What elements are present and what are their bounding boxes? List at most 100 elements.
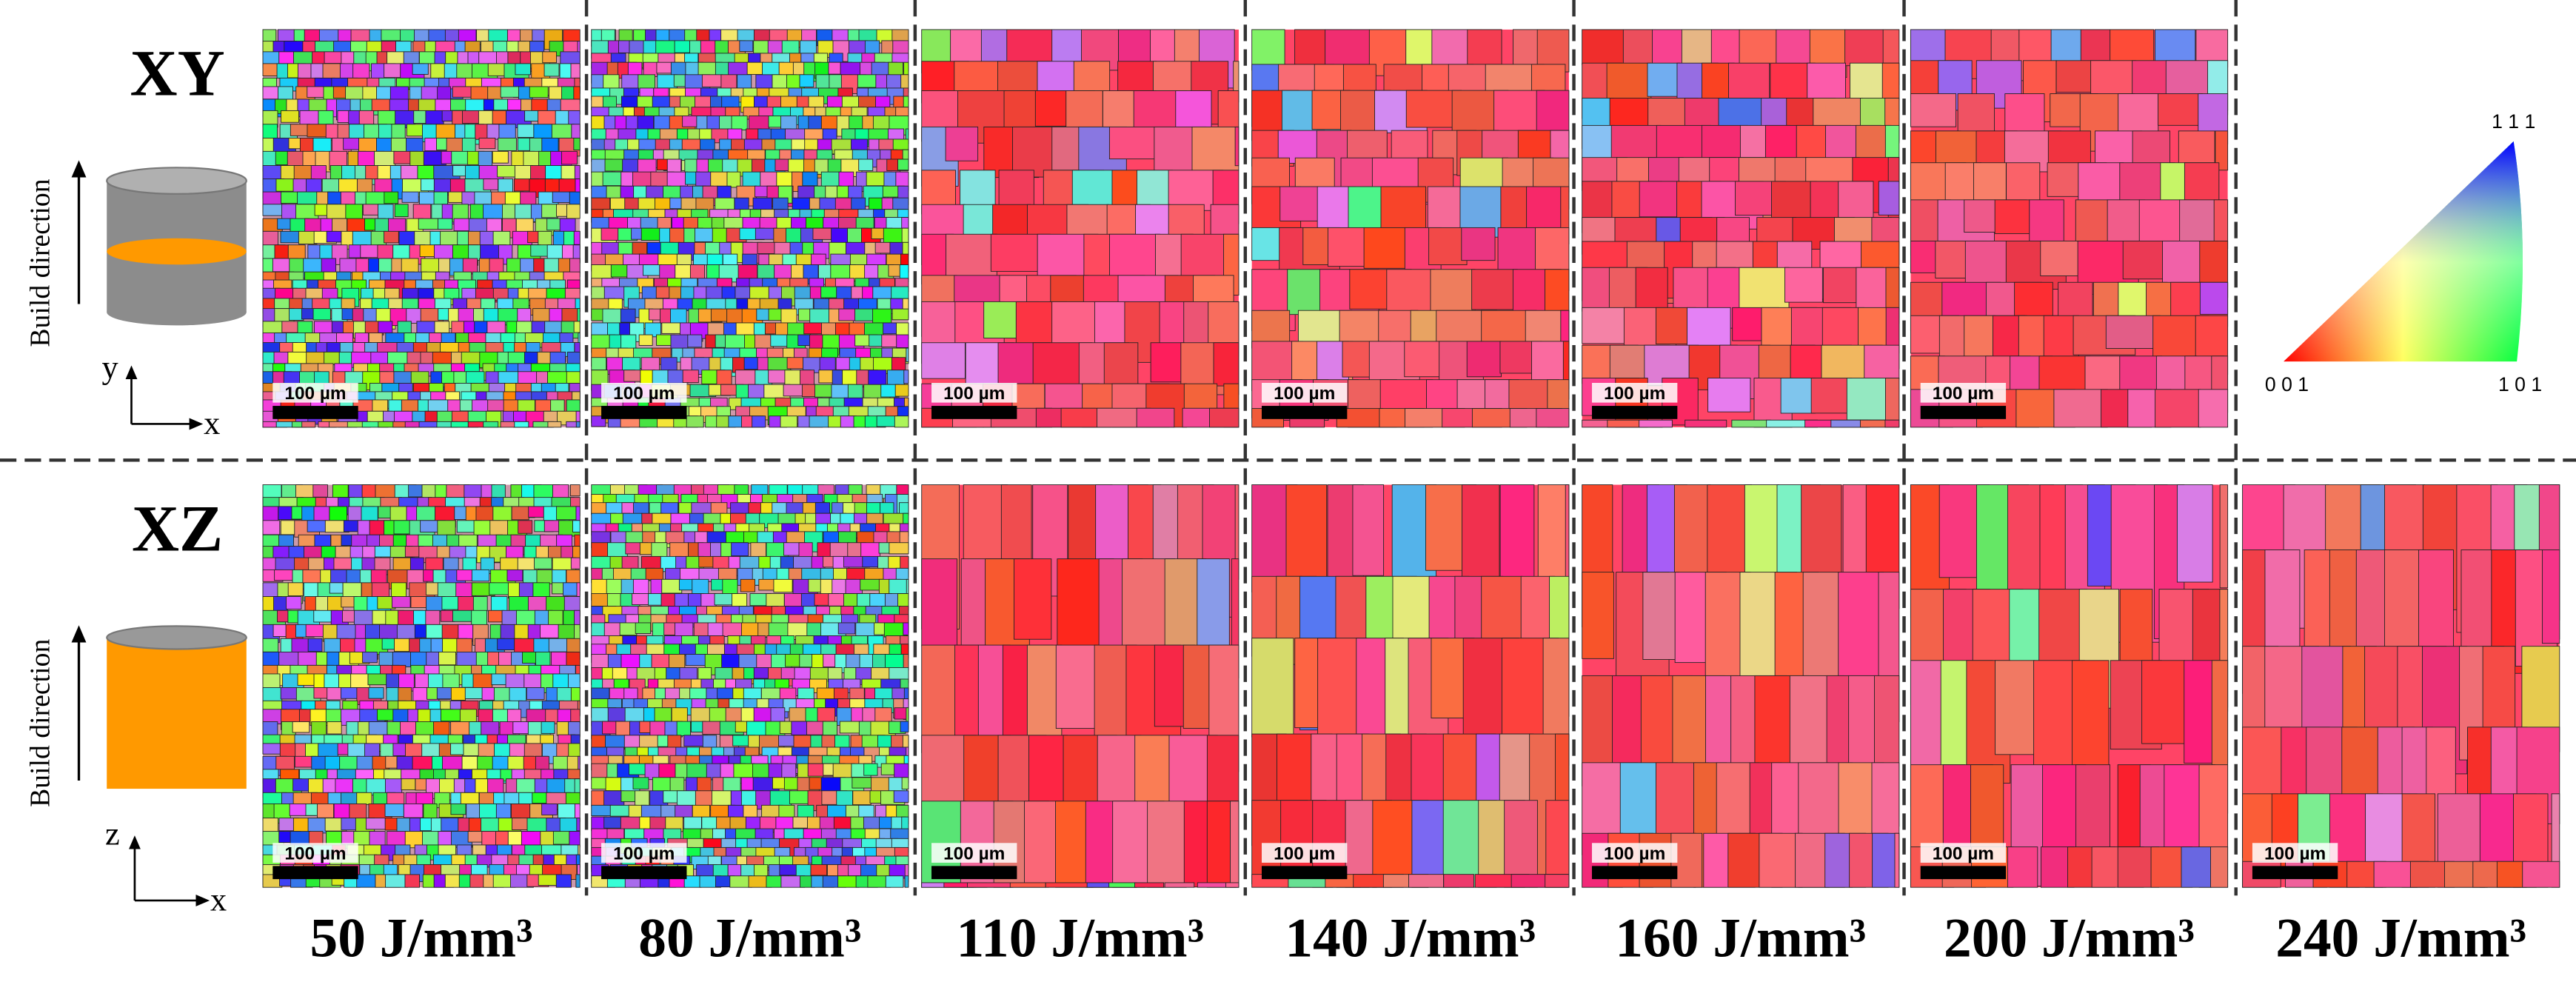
grain xyxy=(1639,419,1673,428)
grain xyxy=(1430,269,1476,313)
grain xyxy=(515,63,531,76)
ipf-legend: 1 1 1 0 0 1 1 0 1 xyxy=(2265,110,2542,395)
ebsd-map: 100 µm xyxy=(262,484,581,888)
grain xyxy=(700,138,715,151)
scale-bar-label: 100 µm xyxy=(613,384,675,404)
grain xyxy=(881,334,897,347)
grain xyxy=(547,421,562,428)
grain xyxy=(1251,29,1285,71)
grain xyxy=(893,790,909,803)
grain xyxy=(341,818,356,831)
grain xyxy=(794,286,813,300)
grain xyxy=(627,61,643,76)
grain xyxy=(570,557,581,570)
grain xyxy=(576,818,581,832)
grain xyxy=(892,138,909,151)
grain xyxy=(2014,281,2053,320)
grain xyxy=(762,567,779,581)
grain xyxy=(739,40,754,52)
ebsd-map: 100 µm xyxy=(1910,29,2229,428)
scale-bar-label: 100 µm xyxy=(2264,844,2326,864)
grain xyxy=(1294,157,1335,190)
grain xyxy=(967,882,1011,888)
grain xyxy=(292,721,310,733)
grain xyxy=(566,651,581,667)
grain xyxy=(2158,93,2203,126)
grain xyxy=(858,96,877,109)
grain xyxy=(1642,572,1680,660)
grain xyxy=(401,258,419,274)
grain xyxy=(903,370,909,384)
grain xyxy=(511,506,529,521)
grain xyxy=(327,721,342,735)
grain xyxy=(397,321,412,334)
grain xyxy=(450,803,466,815)
grain xyxy=(2053,389,2108,428)
grain xyxy=(461,137,476,153)
grain xyxy=(338,178,358,193)
grain xyxy=(498,137,517,151)
grain xyxy=(546,244,564,261)
grain xyxy=(2155,389,2201,428)
ebsd-map: 100 µm xyxy=(1910,484,2229,888)
grain xyxy=(1684,98,1721,131)
grain xyxy=(401,778,416,791)
grain xyxy=(645,567,663,581)
grain xyxy=(358,110,375,127)
grain xyxy=(1545,874,1570,888)
grain xyxy=(262,743,281,755)
grain xyxy=(576,582,581,597)
grain xyxy=(640,227,661,241)
grain xyxy=(262,520,281,535)
grain xyxy=(573,321,581,333)
grain xyxy=(838,217,858,230)
grain xyxy=(575,178,581,193)
scale-bar-label: 100 µm xyxy=(1604,844,1665,864)
grain xyxy=(262,86,279,100)
grain xyxy=(781,40,800,55)
grain xyxy=(863,763,878,776)
grain xyxy=(752,415,766,428)
grain xyxy=(638,334,653,346)
grain xyxy=(2219,484,2229,589)
grain xyxy=(731,542,749,557)
cylinder-icon xyxy=(106,167,247,326)
grain xyxy=(391,124,406,141)
grain xyxy=(493,98,510,111)
grain xyxy=(632,777,649,789)
grain xyxy=(773,578,793,593)
grain xyxy=(1635,267,1668,313)
grain xyxy=(1582,572,1614,659)
grain xyxy=(488,29,511,42)
grain xyxy=(800,40,817,56)
grain xyxy=(325,709,344,724)
grain xyxy=(573,137,581,150)
grain xyxy=(569,484,581,497)
grain xyxy=(2038,355,2091,392)
grain xyxy=(569,191,581,206)
ebsd-map: 100 µm xyxy=(1251,29,1570,428)
scale-bar xyxy=(272,866,358,880)
grain xyxy=(2176,484,2213,583)
grain xyxy=(1536,408,1570,428)
scale-bar-label: 100 µm xyxy=(613,844,675,864)
scale-bar-backing xyxy=(272,382,358,403)
grain xyxy=(329,506,347,521)
grain xyxy=(410,596,428,608)
grain xyxy=(483,421,499,428)
grain xyxy=(1328,227,1365,267)
grain xyxy=(398,230,417,246)
grain xyxy=(519,29,534,44)
grain xyxy=(1352,484,1385,576)
grain xyxy=(682,370,699,384)
build-direction: Build direction xyxy=(25,639,56,807)
grain xyxy=(451,150,469,165)
grain xyxy=(378,204,394,220)
plane-label: XZ xyxy=(132,492,223,565)
grain xyxy=(809,415,829,428)
grain xyxy=(894,384,909,397)
grain xyxy=(305,624,325,638)
ipf-label: 1 1 1 xyxy=(2492,110,2535,133)
grain xyxy=(332,218,348,233)
scale-bar xyxy=(1920,866,2007,880)
